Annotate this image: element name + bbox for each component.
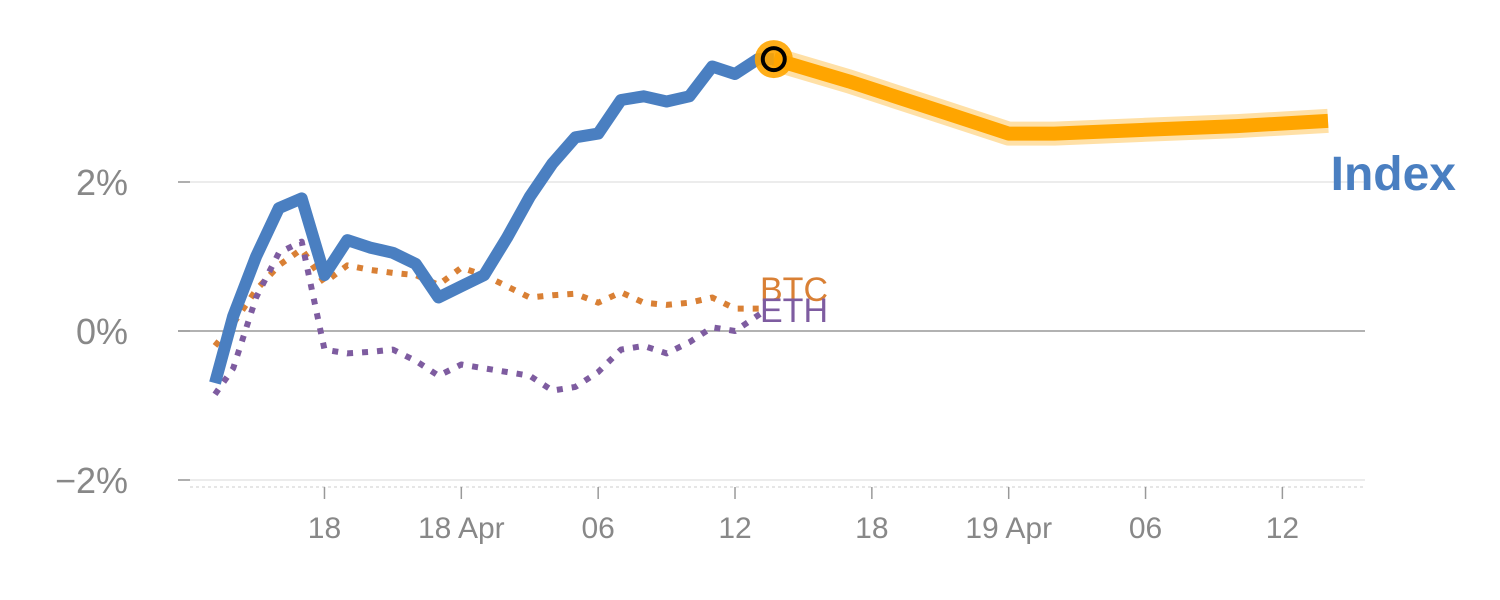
axes: −2% 0% 2% 18 18 Apr 06 12 18 19 Apr 06 12 [55, 162, 1365, 545]
series-label-index: Index [1331, 148, 1457, 201]
markers [754, 40, 793, 79]
x-tick-label: 18 Apr [418, 512, 505, 545]
series-line-index [209, 53, 774, 385]
series-lines [209, 47, 1329, 397]
gridlines [178, 181, 1365, 481]
highlight-marker-halo [754, 40, 793, 79]
x-tick-label: 12 [718, 512, 751, 545]
y-tick-label: 0% [76, 311, 128, 352]
series-line-eth [212, 238, 765, 397]
x-tick-label: 19 Apr [965, 512, 1052, 545]
x-tick-label: 18 [308, 512, 341, 545]
series-label-btc: BTC [760, 271, 828, 309]
x-tick-label: 18 [855, 512, 888, 545]
x-tick-label: 06 [581, 512, 614, 545]
series-line-index-projection [771, 52, 1329, 141]
y-tick-label: 2% [76, 162, 128, 203]
x-tick-label: 12 [1266, 512, 1299, 545]
highlight-marker [760, 46, 787, 73]
x-tick-label: 06 [1129, 512, 1162, 545]
series-label-eth: ETH [760, 292, 828, 330]
y-tick-label: −2% [55, 460, 128, 501]
